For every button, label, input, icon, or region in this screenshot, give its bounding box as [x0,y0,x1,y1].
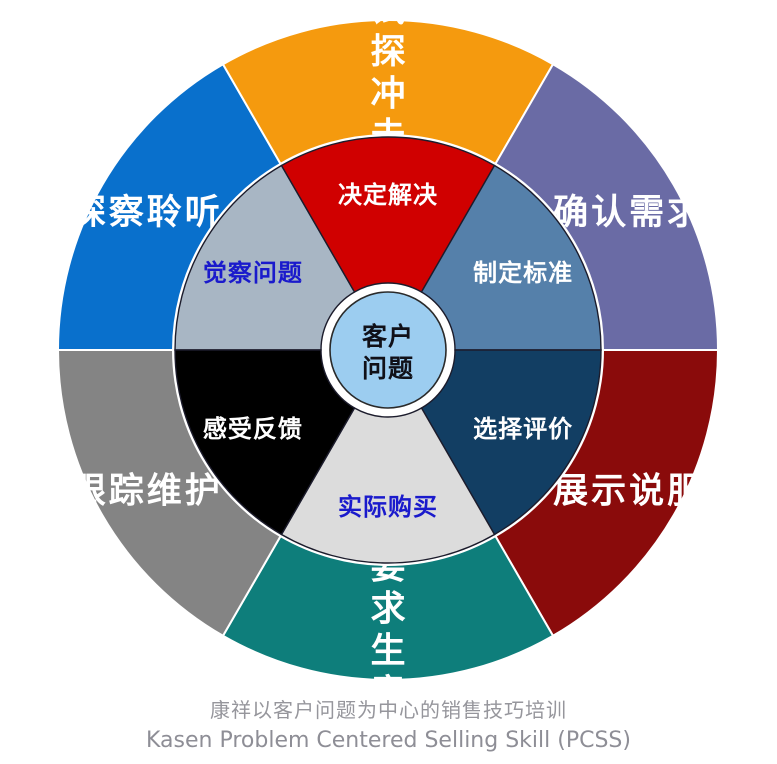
caption-english: Kasen Problem Centered Selling Skill (PC… [146,728,631,753]
inner-segment-label: 决定解决 [338,180,438,209]
outer-segment-label: 展示说服 [553,470,705,511]
inner-segment-label: 制定标准 [473,258,573,287]
caption-chinese: 康祥以客户问题为中心的销售技巧培训 [210,698,567,722]
inner-segment[interactable] [174,349,356,536]
outer-segment-label: 要求生意 [370,547,405,714]
outer-segment-label: 确认需求 [553,192,705,233]
inner-segment-label: 觉察问题 [203,258,303,287]
hub-label: 客户问题 [362,322,414,383]
hub-circle[interactable] [329,291,447,409]
inner-segment-label: 感受反馈 [203,414,303,443]
hub: 客户问题 [329,291,447,409]
inner-segment-label: 实际购买 [338,492,438,521]
inner-segment[interactable] [420,349,602,536]
outer-segment-label: 试探冲击 [370,0,405,157]
outer-segment-label: 探察聆听 [71,192,223,233]
inner-segment[interactable] [420,164,602,351]
inner-segment[interactable] [280,136,496,293]
inner-segment[interactable] [280,407,496,564]
outer-segment-label: 跟踪维护 [71,470,223,511]
inner-segment-label: 选择评价 [473,414,573,443]
outer-segment[interactable] [56,349,282,638]
inner-segment[interactable] [174,164,356,351]
